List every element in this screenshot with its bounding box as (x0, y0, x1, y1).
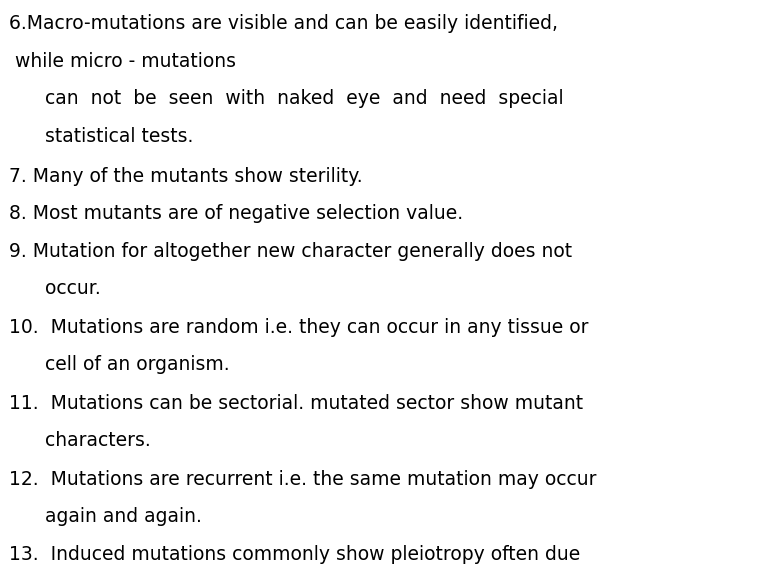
Text: while micro - mutations: while micro - mutations (9, 52, 237, 71)
Text: 10.  Mutations are random i.e. they can occur in any tissue or: 10. Mutations are random i.e. they can o… (9, 318, 589, 337)
Text: 9. Mutation for altogether new character generally does not: 9. Mutation for altogether new character… (9, 242, 572, 261)
Text: 11.  Mutations can be sectorial. mutated sector show mutant: 11. Mutations can be sectorial. mutated … (9, 394, 584, 413)
Text: can  not  be  seen  with  naked  eye  and  need  special: can not be seen with naked eye and need … (45, 89, 563, 108)
Text: 7. Many of the mutants show sterility.: 7. Many of the mutants show sterility. (9, 167, 362, 186)
Text: cell of an organism.: cell of an organism. (45, 355, 229, 374)
Text: 12.  Mutations are recurrent i.e. the same mutation may occur: 12. Mutations are recurrent i.e. the sam… (9, 470, 597, 489)
Text: occur.: occur. (45, 279, 101, 298)
Text: 8. Most mutants are of negative selection value.: 8. Most mutants are of negative selectio… (9, 204, 463, 223)
Text: characters.: characters. (45, 431, 151, 450)
Text: 6.Macro-mutations are visible and can be easily identified,: 6.Macro-mutations are visible and can be… (9, 14, 558, 33)
Text: statistical tests.: statistical tests. (45, 127, 193, 146)
Text: again and again.: again and again. (45, 507, 201, 526)
Text: 13.  Induced mutations commonly show pleiotropy often due: 13. Induced mutations commonly show plei… (9, 545, 581, 564)
